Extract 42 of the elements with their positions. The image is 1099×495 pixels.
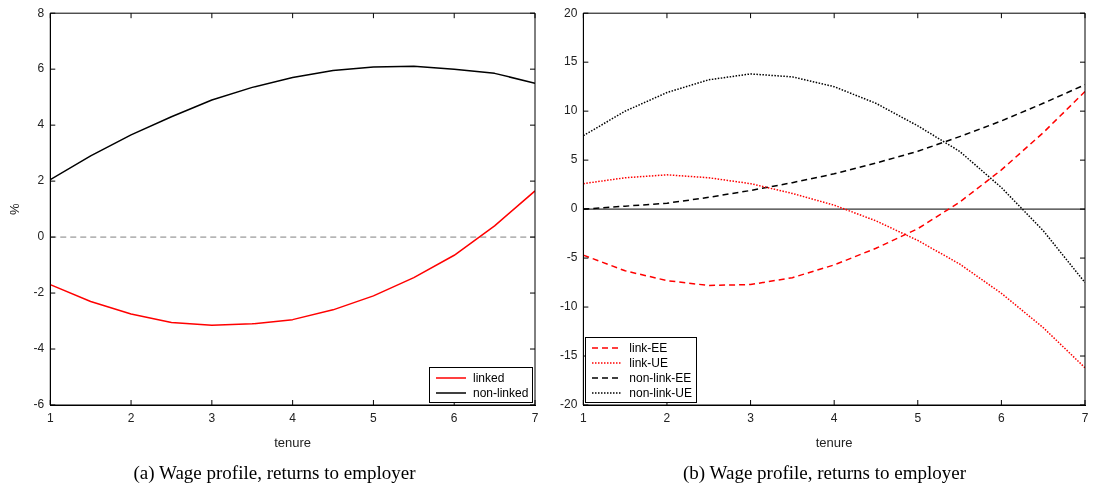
y-tick-label: 6: [37, 61, 45, 76]
x-tick-label: 2: [663, 410, 671, 425]
x-tick-label: 5: [914, 410, 922, 425]
y-tick-label: -10: [560, 299, 578, 314]
y-tick-label: 15: [563, 54, 578, 69]
legend-label: non-link-EE: [629, 370, 692, 385]
y-tick-label: 8: [37, 5, 45, 20]
y-tick-label: -15: [560, 348, 578, 363]
legend-label: linked: [473, 370, 505, 385]
x-tick-label: 6: [998, 410, 1006, 425]
x-tick-label: 7: [531, 410, 539, 425]
y-tick-label: 4: [37, 117, 45, 132]
x-tick-label: 3: [747, 410, 755, 425]
y-tick-label: 0: [37, 229, 45, 244]
x-tick-label: 3: [208, 410, 216, 425]
x-tick-label: 2: [127, 410, 135, 425]
y-tick-label: 10: [563, 103, 578, 118]
x-tick-label: 6: [450, 410, 458, 425]
x-axis-title: tenure: [815, 434, 853, 450]
y-tick-label: -4: [33, 341, 45, 356]
text: (b) Wage profile, returns to employer: [682, 462, 967, 484]
x-axis-title: tenure: [274, 434, 312, 450]
legend-label: non-linked: [473, 385, 529, 400]
legend-label: non-link-UE: [629, 385, 693, 400]
text: (a) Wage profile, returns to employer: [132, 462, 417, 484]
y-tick-label: 20: [563, 5, 578, 20]
x-tick-label: 5: [370, 410, 378, 425]
x-tick-label: 1: [580, 410, 587, 425]
legend-label: link-UE: [629, 355, 669, 370]
y-tick-label: -20: [560, 397, 578, 412]
y-tick-label: 0: [570, 201, 578, 216]
y-tick-label: 5: [570, 152, 578, 167]
x-tick-label: 1: [46, 410, 54, 425]
y-tick-label: -6: [33, 397, 45, 412]
y-tick-label: -5: [566, 250, 578, 265]
x-tick-label: 4: [289, 410, 297, 425]
y-tick-label: 2: [37, 173, 45, 188]
y-tick-label: -2: [33, 285, 45, 300]
y-axis-title: %: [7, 202, 23, 215]
x-tick-label: 7: [1081, 410, 1089, 425]
legend-label: link-EE: [629, 340, 668, 355]
x-tick-label: 4: [830, 410, 838, 425]
